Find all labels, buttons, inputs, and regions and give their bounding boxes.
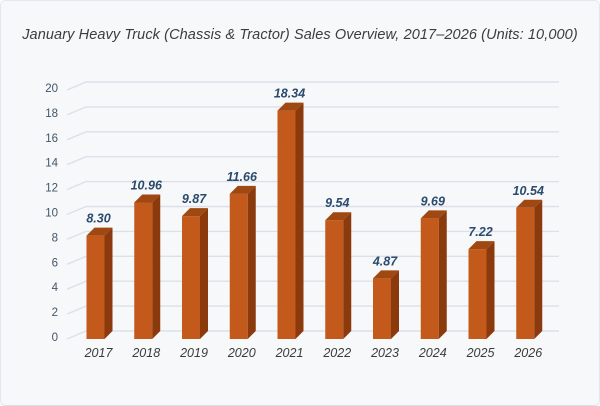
x-tick-label: 2023 bbox=[370, 346, 399, 360]
gridline bbox=[66, 330, 559, 340]
y-tick-label: 20 bbox=[45, 83, 58, 95]
bar-top-face bbox=[420, 210, 447, 219]
gridline bbox=[66, 205, 559, 216]
y-tick-label: 18 bbox=[45, 108, 58, 120]
bar-front-face bbox=[182, 216, 200, 339]
x-tick-label: 2020 bbox=[227, 346, 256, 360]
x-tick-label: 2021 bbox=[275, 346, 304, 360]
bar-value-label: 7.22 bbox=[468, 225, 492, 239]
y-tick-label: 12 bbox=[45, 183, 58, 195]
y-tick-label: 0 bbox=[52, 332, 58, 344]
bar-side-face bbox=[391, 270, 399, 339]
bar-front-face bbox=[325, 220, 344, 339]
y-tick-label: 14 bbox=[45, 158, 58, 170]
chart-title: January Heavy Truck (Chassis & Tractor) … bbox=[22, 27, 578, 43]
bar-front-face bbox=[420, 218, 439, 339]
bar-top-face bbox=[134, 194, 161, 203]
bar-front-face bbox=[86, 235, 105, 339]
gridline bbox=[66, 156, 559, 166]
bar-value-label: 18.34 bbox=[274, 87, 305, 101]
gridline bbox=[66, 131, 559, 141]
x-tick-label: 2022 bbox=[322, 346, 351, 360]
bar-top-face bbox=[277, 102, 304, 111]
bar-value-label: 4.87 bbox=[372, 254, 398, 268]
y-tick-label: 6 bbox=[52, 257, 58, 269]
bar-top-face bbox=[516, 199, 543, 208]
x-tick-label: 2018 bbox=[131, 346, 160, 360]
x-tick-label: 2024 bbox=[418, 346, 447, 360]
bar-value-label: 11.66 bbox=[227, 170, 258, 184]
bar-top-face bbox=[468, 241, 495, 250]
bar-value-label: 9.87 bbox=[182, 192, 207, 206]
x-tick-label: 2025 bbox=[466, 346, 495, 360]
bar-top-face bbox=[325, 212, 352, 221]
y-tick-label: 8 bbox=[52, 232, 58, 244]
gridline bbox=[66, 280, 559, 290]
bar-value-label: 10.96 bbox=[131, 179, 163, 193]
bar-side-face bbox=[486, 241, 495, 339]
bar-front-face bbox=[468, 249, 487, 339]
y-tick-label: 4 bbox=[52, 282, 59, 294]
y-tick-label: 10 bbox=[45, 208, 58, 220]
y-tick-label: 2 bbox=[52, 307, 58, 319]
bar-front-face bbox=[277, 110, 296, 340]
bar-side-face bbox=[104, 227, 113, 339]
x-tick-label: 2017 bbox=[84, 346, 114, 360]
bar-side-face bbox=[295, 102, 304, 340]
gridline bbox=[66, 81, 559, 91]
gridline bbox=[66, 180, 559, 191]
bar-side-face bbox=[247, 185, 256, 339]
x-tick-label: 2026 bbox=[513, 346, 542, 360]
bar-value-label: 9.54 bbox=[325, 196, 349, 210]
bar-side-face bbox=[200, 208, 208, 339]
bar-top-face bbox=[182, 208, 208, 217]
bar-front-face bbox=[373, 278, 391, 339]
gridline bbox=[66, 305, 559, 315]
bar-side-face bbox=[534, 199, 543, 339]
bar-side-face bbox=[152, 194, 161, 339]
gridline bbox=[66, 106, 559, 116]
bar-side-face bbox=[438, 210, 447, 339]
y-tick-label: 16 bbox=[45, 133, 58, 145]
bar-value-label: 8.30 bbox=[86, 212, 110, 226]
bar-value-label: 10.54 bbox=[513, 184, 544, 198]
gridline bbox=[66, 255, 559, 265]
bar-top-face bbox=[86, 227, 113, 236]
bar-value-label: 9.69 bbox=[421, 194, 445, 208]
bar-front-face bbox=[229, 193, 248, 339]
bar-front-face bbox=[134, 202, 153, 339]
bar-top-face bbox=[229, 185, 256, 194]
bar-top-face bbox=[373, 270, 399, 279]
gridline bbox=[66, 230, 559, 241]
bar-front-face bbox=[516, 207, 535, 339]
x-tick-label: 2019 bbox=[179, 346, 208, 360]
bar-side-face bbox=[343, 212, 352, 339]
